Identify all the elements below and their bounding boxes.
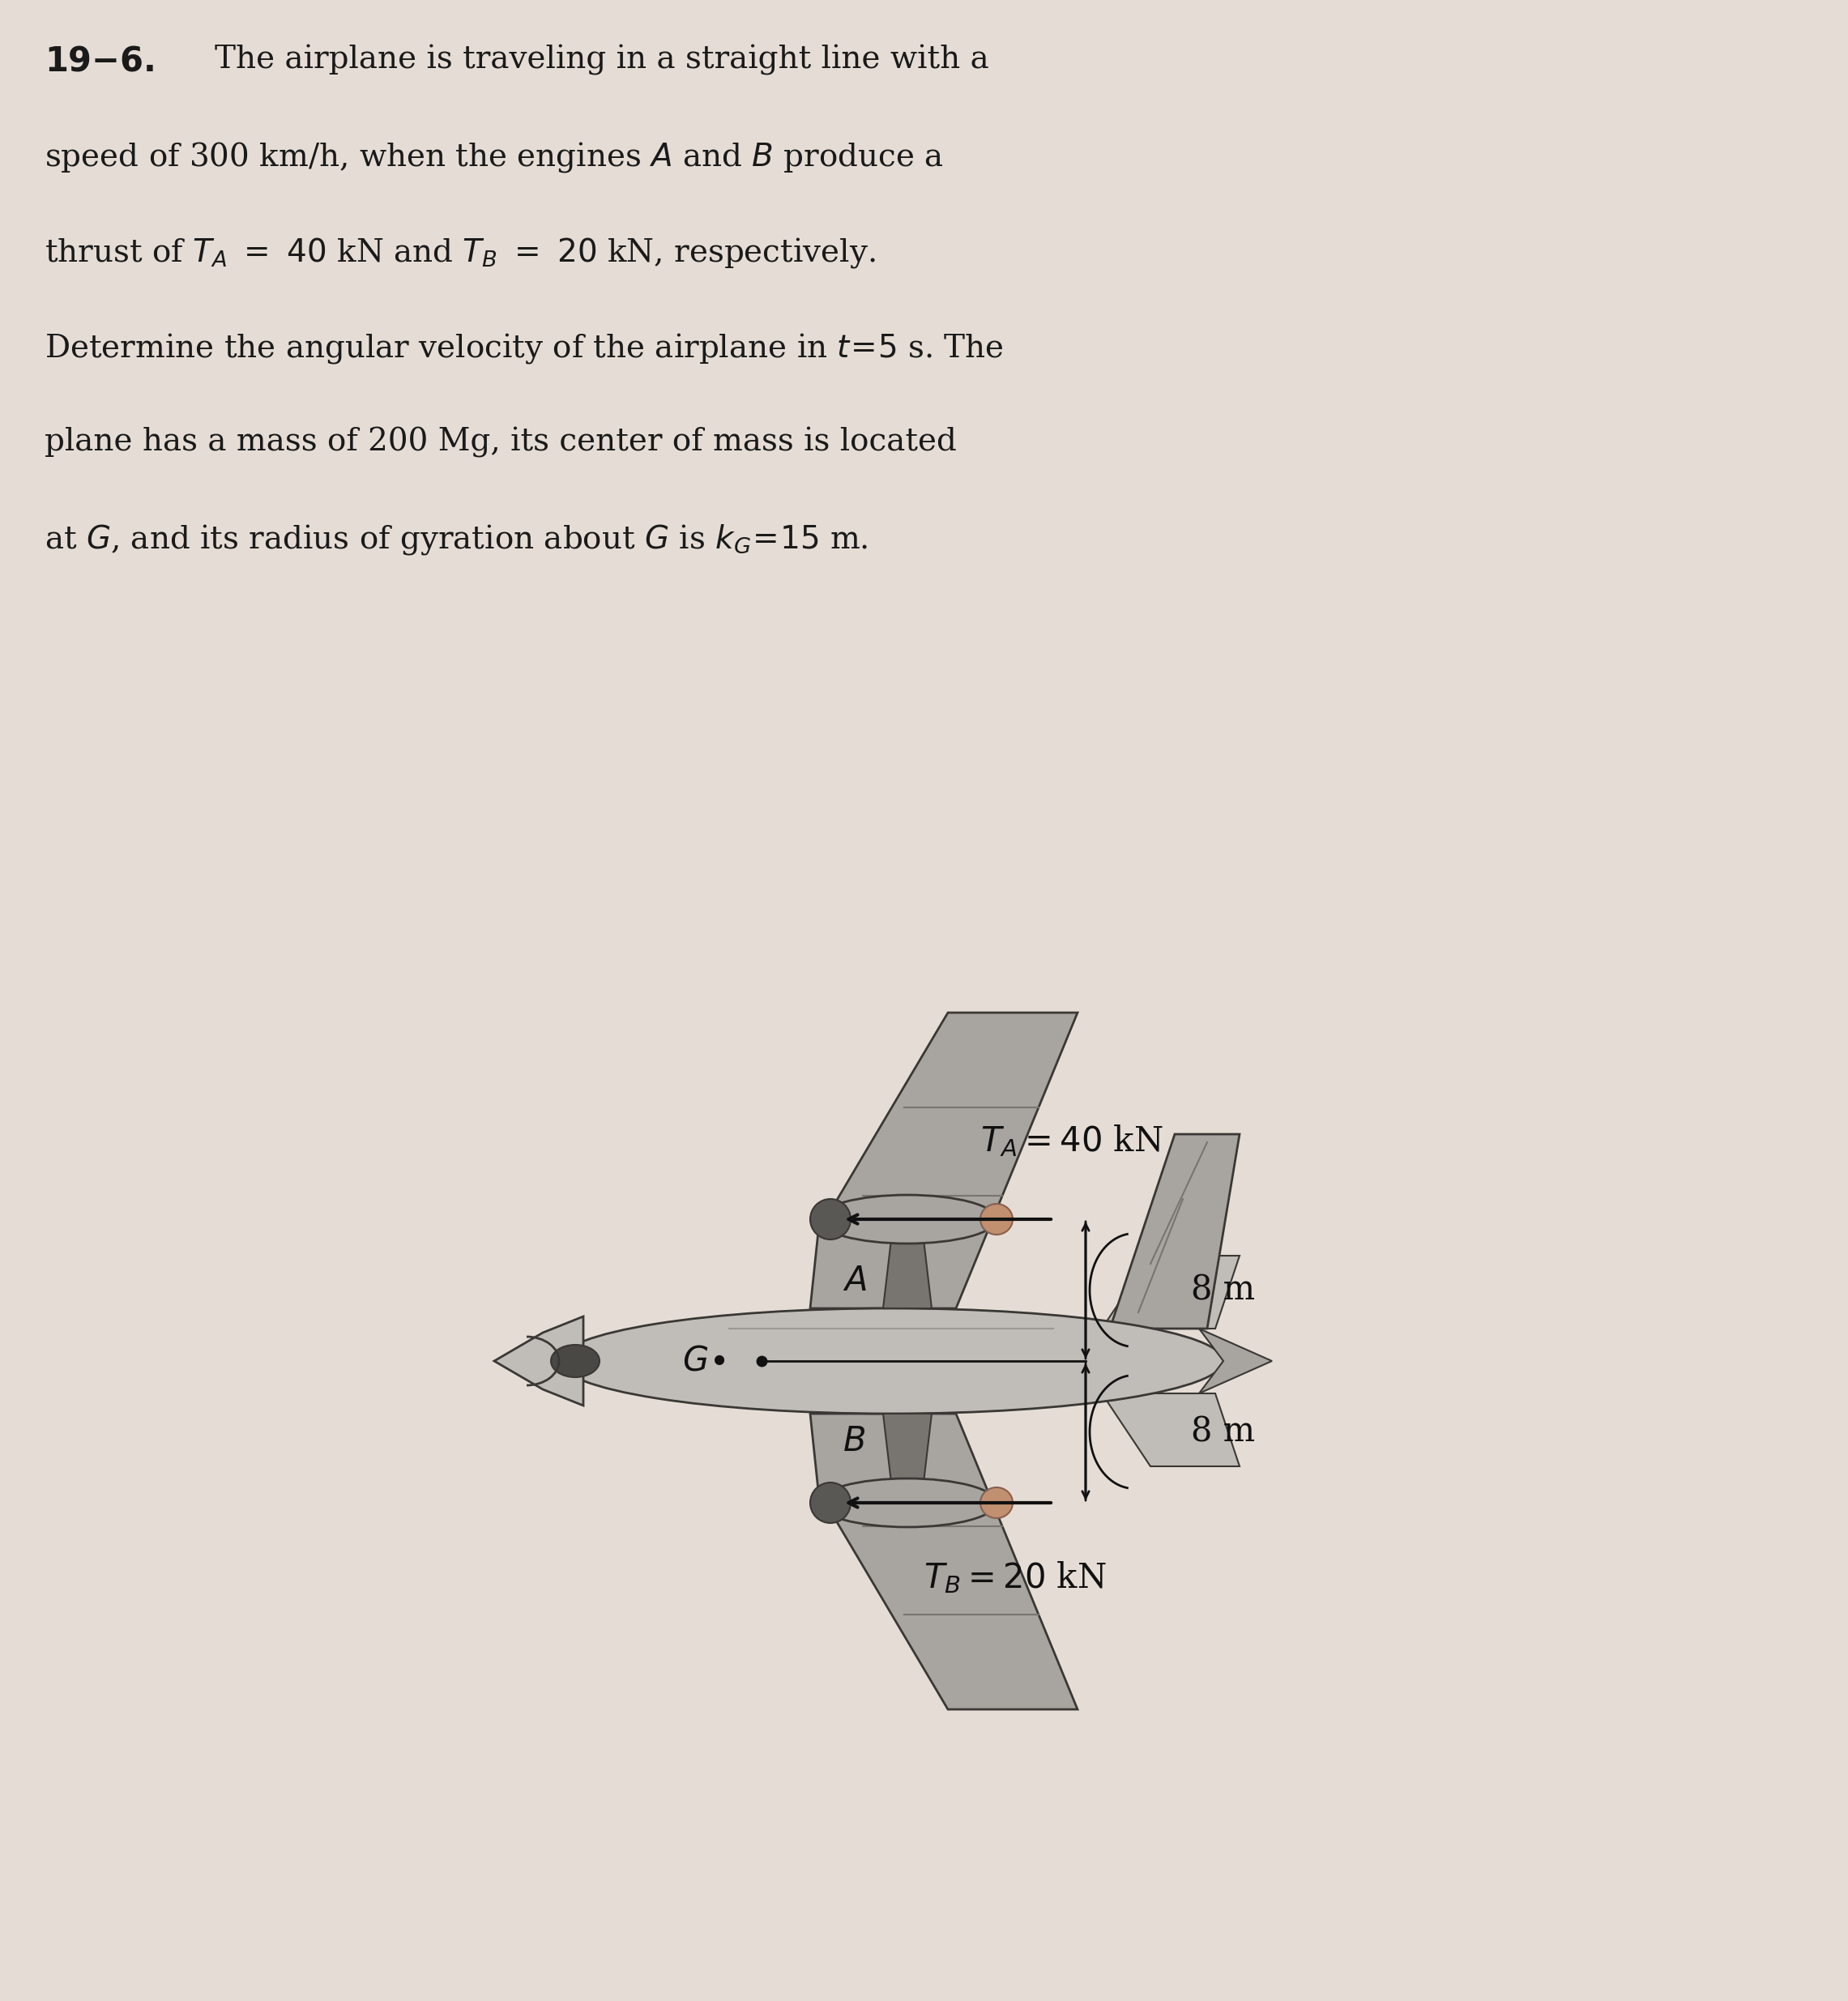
Text: 8 m: 8 m <box>1190 1415 1255 1449</box>
Ellipse shape <box>979 1205 1013 1235</box>
Text: $A$: $A$ <box>843 1265 867 1299</box>
Polygon shape <box>883 1413 931 1483</box>
Ellipse shape <box>551 1345 599 1377</box>
Text: $B$: $B$ <box>843 1425 865 1459</box>
Ellipse shape <box>819 1479 996 1527</box>
Ellipse shape <box>819 1195 996 1243</box>
Polygon shape <box>883 1239 931 1309</box>
Polygon shape <box>809 1413 1077 1709</box>
Ellipse shape <box>809 1483 850 1523</box>
Text: $T_B = 20$ kN: $T_B = 20$ kN <box>924 1559 1107 1595</box>
Ellipse shape <box>558 1309 1223 1413</box>
Text: plane has a mass of 200 Mg, its center of mass is located: plane has a mass of 200 Mg, its center o… <box>44 426 957 458</box>
Polygon shape <box>1101 1393 1240 1467</box>
Ellipse shape <box>809 1199 850 1239</box>
Text: at $G$, and its radius of gyration about $G$ is $k_G\!=\!15$ m.: at $G$, and its radius of gyration about… <box>44 522 869 556</box>
Text: speed of 300 km/h, when the engines $A$ and $B$ produce a: speed of 300 km/h, when the engines $A$ … <box>44 140 944 174</box>
Text: $G$$\bullet$: $G$$\bullet$ <box>682 1345 724 1379</box>
Polygon shape <box>1199 1329 1271 1393</box>
Polygon shape <box>1101 1257 1240 1329</box>
Text: The airplane is traveling in a straight line with a: The airplane is traveling in a straight … <box>214 44 989 76</box>
Text: thrust of $T_A\ =\ 40$ kN and $T_B\ =\ 20$ kN, respectively.: thrust of $T_A\ =\ 40$ kN and $T_B\ =\ 2… <box>44 236 876 270</box>
Polygon shape <box>1111 1135 1240 1329</box>
Text: $T_A = 40$ kN: $T_A = 40$ kN <box>979 1123 1162 1159</box>
Ellipse shape <box>979 1487 1013 1519</box>
Polygon shape <box>809 1013 1077 1309</box>
Text: $\mathbf{19{-}6.}$: $\mathbf{19{-}6.}$ <box>44 44 153 78</box>
Text: Determine the angular velocity of the airplane in $t\!=\!5$ s. The: Determine the angular velocity of the ai… <box>44 332 1003 366</box>
Text: 8 m: 8 m <box>1190 1273 1255 1307</box>
Polygon shape <box>493 1317 584 1405</box>
